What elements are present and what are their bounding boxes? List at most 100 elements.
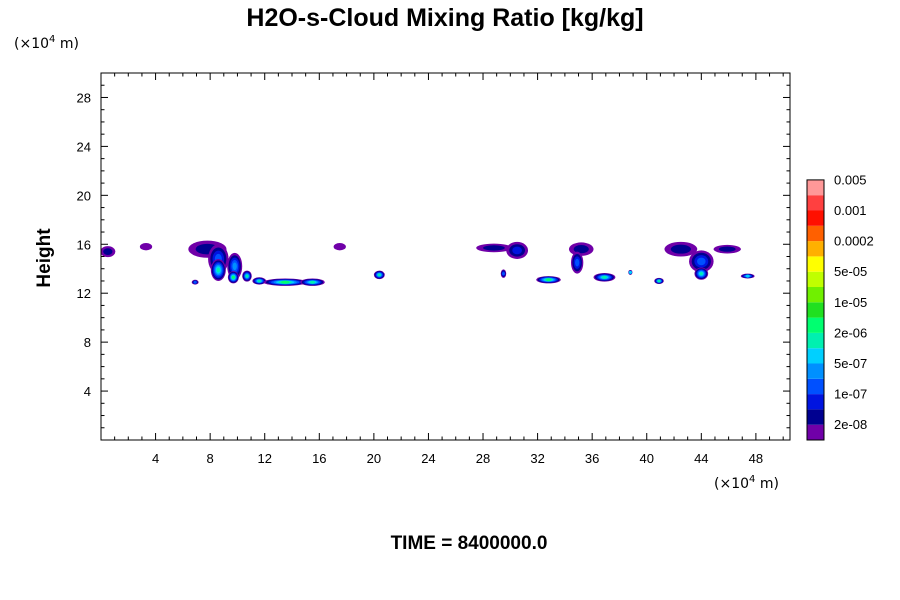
contour-level <box>232 262 237 271</box>
contour-level <box>512 246 522 255</box>
y-unit-base: (×10 <box>14 36 49 52</box>
cloud-region <box>252 277 267 285</box>
x-unit-base: (×10 <box>714 476 749 492</box>
cloud-region <box>476 243 512 253</box>
contour-level <box>628 270 632 274</box>
contour-level <box>573 245 589 254</box>
cloud-region <box>654 277 664 285</box>
colorbar-label: 1e-05 <box>834 295 867 310</box>
y-tick-label: 28 <box>77 90 91 105</box>
y-tick-label: 12 <box>77 286 91 301</box>
contour-fields <box>101 240 755 286</box>
colorbar-swatch <box>807 210 824 226</box>
cloud-region <box>333 243 346 251</box>
contour-level <box>575 258 580 267</box>
y-tick-label: 24 <box>77 139 91 154</box>
colorbar-swatch <box>807 348 824 364</box>
x-tick-label: 20 <box>367 451 381 466</box>
y-tick-label: 16 <box>77 237 91 252</box>
colorbar-swatch <box>807 241 824 257</box>
colorbar-swatch <box>807 287 824 303</box>
cloud-region <box>713 244 741 254</box>
cloud-region <box>242 270 252 282</box>
cloud-region <box>227 271 239 284</box>
x-tick-label: 44 <box>694 451 708 466</box>
contour-level <box>501 272 505 276</box>
colorbar-frame <box>806 179 825 441</box>
contour-level <box>602 275 607 279</box>
colorbar-swatch <box>807 409 824 425</box>
y-tick-label: 20 <box>77 188 91 203</box>
cloud-region <box>300 278 325 286</box>
contour-level <box>483 245 505 251</box>
cloud-region <box>593 273 616 282</box>
contour-level <box>697 257 706 266</box>
colorbar-swatch <box>807 363 824 379</box>
y-tick-label: 8 <box>84 335 91 350</box>
contour-level <box>216 267 220 273</box>
cloud-region <box>740 273 755 279</box>
cloud-region <box>694 267 709 280</box>
cloud-region <box>500 269 507 278</box>
colorbar-label: 5e-05 <box>834 264 867 279</box>
colorbar-swatch <box>807 256 824 272</box>
x-tick-label: 16 <box>312 451 326 466</box>
cloud-region <box>571 251 584 274</box>
colorbar-swatch <box>807 195 824 211</box>
colorbar-swatch <box>807 271 824 287</box>
colorbar-swatch <box>807 317 824 333</box>
x-tick-label: 24 <box>421 451 435 466</box>
x-axis-unit: (×104 m) <box>714 474 779 492</box>
x-tick-label: 8 <box>207 451 214 466</box>
x-tick-label: 48 <box>749 451 763 466</box>
x-tick-label: 40 <box>640 451 654 466</box>
x-tick-label: 32 <box>530 451 544 466</box>
contour-level <box>377 273 381 277</box>
contour-level <box>718 246 736 252</box>
cloud-region <box>628 269 633 275</box>
colorbar-swatch <box>807 394 824 410</box>
y-unit-tail: m) <box>55 36 79 52</box>
colorbar-swatch <box>807 332 824 349</box>
x-tick-label: 36 <box>585 451 599 466</box>
cloud-region <box>506 241 529 259</box>
contour-level <box>746 274 750 278</box>
contour-level <box>103 248 113 255</box>
colorbar-label: 0.0002 <box>834 234 874 249</box>
colorbar-label: 0.001 <box>834 203 867 218</box>
x-tick-label: 4 <box>152 451 159 466</box>
y-axis-unit: (×104 m) <box>14 34 79 52</box>
contour-level <box>139 243 153 251</box>
y-axis-label: Height <box>34 228 55 288</box>
colorbar-label: 0.005 <box>834 172 867 187</box>
contour-level <box>657 279 661 283</box>
colorbar: 2e-08 1e-07 5e-07 2e-06 1e-05 5e-05 0.0002 0.00… <box>806 172 874 441</box>
y-unit-exponent: 4 <box>49 34 55 45</box>
cloud-region <box>689 250 714 273</box>
contour-level <box>670 244 691 254</box>
contour-level <box>333 243 346 251</box>
cloud-region <box>664 241 698 257</box>
contour-level <box>699 272 703 276</box>
colorbar-label: 1e-07 <box>834 387 867 402</box>
cloud-region <box>101 246 116 258</box>
chart-title: H2O-s-Cloud Mixing Ratio [kg/kg] <box>246 4 643 32</box>
x-tick-label: 28 <box>476 451 490 466</box>
cloud-region <box>263 278 308 286</box>
contour-level <box>231 275 235 279</box>
colorbar-label: 2e-06 <box>834 325 867 340</box>
x-unit-exponent: 4 <box>749 474 755 485</box>
cloud-region <box>210 258 226 281</box>
colorbar-label: 2e-08 <box>834 417 867 432</box>
colorbar-swatch <box>807 225 824 242</box>
colorbar-swatch <box>807 302 824 318</box>
contour-level <box>546 278 551 282</box>
contour-level <box>245 274 249 278</box>
y-tick-label: 4 <box>84 384 91 399</box>
time-label: TIME = 8400000.0 <box>391 533 548 554</box>
contour-level <box>257 279 261 283</box>
